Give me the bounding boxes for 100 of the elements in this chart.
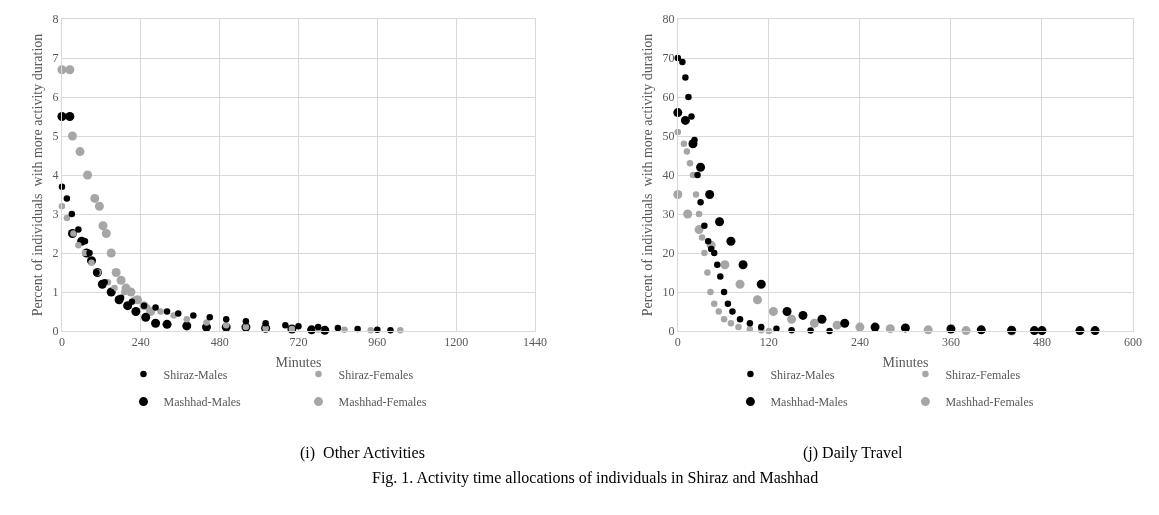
point (101, 229, 111, 238)
point (698, 234, 706, 241)
point (720, 288, 728, 296)
point (174, 310, 182, 317)
point (686, 160, 694, 167)
point (715, 217, 725, 227)
legend-label: Shiraz-Females (945, 367, 1021, 382)
point (123, 301, 133, 311)
point (75, 147, 85, 157)
point (773, 325, 780, 332)
text: (i) Other Activities (300, 444, 425, 462)
point (710, 249, 718, 257)
y-tick-label: 30 (662, 207, 675, 222)
point (83, 170, 93, 180)
y-tick-label: 5 (52, 129, 59, 144)
point (704, 269, 711, 276)
legend-label: Shiraz-Males (163, 367, 228, 382)
point (720, 260, 730, 270)
legend-label: Shiraz-Females (338, 367, 414, 382)
point (695, 210, 703, 218)
point (738, 260, 748, 270)
point (163, 308, 171, 315)
point (710, 300, 718, 307)
point (190, 312, 197, 319)
point (701, 249, 708, 257)
point (696, 162, 706, 172)
point (90, 193, 100, 203)
point (705, 190, 715, 199)
y-tick-label: 1 (52, 285, 59, 300)
point (752, 295, 762, 305)
point (680, 115, 690, 125)
x-tick-label: 1200 (444, 335, 469, 350)
point (798, 310, 808, 320)
point (680, 140, 688, 148)
point (101, 279, 108, 286)
point (870, 322, 880, 332)
y-tick-label: 10 (662, 285, 675, 300)
y-tick-label: 8 (52, 12, 59, 27)
x-tick-label: 600 (1124, 335, 1143, 350)
point (63, 214, 71, 222)
x-tick-label: 480 (1032, 335, 1051, 350)
x-tick-label: 960 (368, 335, 387, 350)
x-tick-label: 240 (850, 335, 869, 350)
y-tick-label: 4 (52, 168, 59, 183)
point (782, 307, 792, 316)
point (206, 314, 214, 321)
point (126, 287, 136, 297)
point (152, 304, 159, 311)
point (341, 326, 348, 334)
point (75, 226, 82, 233)
y-tick-label: 7 (52, 51, 59, 66)
point (242, 318, 250, 325)
point (707, 288, 714, 296)
x-axis-title: Minutes (275, 354, 322, 370)
point (735, 323, 742, 331)
point (683, 209, 693, 219)
point (162, 319, 172, 329)
point (715, 308, 723, 315)
point (720, 316, 728, 323)
y-tick-label: 3 (52, 207, 59, 222)
point (182, 321, 192, 331)
point (67, 131, 77, 141)
point (75, 241, 82, 249)
point (262, 319, 269, 327)
y-axis-title: Percent of individuals with more activity duration (640, 33, 656, 317)
point (151, 318, 161, 328)
point (141, 312, 151, 322)
y-tick-label: 20 (662, 246, 675, 261)
y-tick-label: 60 (662, 90, 675, 105)
legend-label: Mashhad-Females (338, 395, 427, 410)
y-axis-title: Percent of individuals with more activity duration (30, 33, 46, 317)
point (735, 279, 745, 289)
x-tick-label: 1440 (523, 335, 547, 350)
legend-label: Mashhad-Males (163, 395, 242, 410)
point (354, 325, 361, 333)
point (701, 222, 708, 229)
point (697, 199, 704, 206)
point (685, 93, 692, 101)
point (98, 221, 108, 231)
point (724, 300, 732, 307)
point (885, 324, 895, 334)
point (116, 275, 126, 285)
caption: Fig. 1. Activity time allocations of individuals in Shiraz and Mashhad (372, 469, 819, 487)
point (694, 225, 704, 235)
point (334, 324, 342, 332)
point (688, 113, 695, 120)
point (787, 314, 797, 324)
point (692, 191, 700, 198)
legend-label: Shiraz-Males (770, 367, 835, 382)
point (756, 279, 766, 289)
point (817, 314, 827, 324)
point (840, 318, 850, 328)
point (94, 201, 104, 211)
point (717, 273, 724, 280)
y-tick-label: 2 (52, 246, 59, 261)
point (746, 319, 754, 327)
point (768, 307, 778, 316)
point (726, 236, 736, 246)
point (729, 308, 736, 315)
point (727, 319, 735, 327)
